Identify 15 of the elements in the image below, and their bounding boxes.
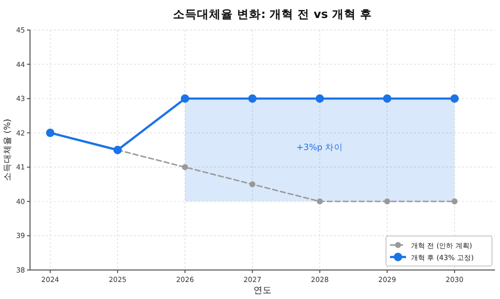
point [316,94,324,103]
point [450,94,459,103]
point [180,94,190,103]
y-axis-title: 소득대체율 (%) [3,118,13,182]
chart-title: 소득대체율 변화: 개혁 전 vs 개혁 후 [173,7,372,21]
annotation: +3%p 차이 [296,142,344,153]
point [452,198,458,204]
point [248,94,257,103]
x-axis-title: 연도 [254,286,272,296]
point [182,164,188,170]
point [382,94,392,103]
point [46,128,54,138]
point [384,198,390,204]
point [249,181,256,188]
point [316,198,323,204]
